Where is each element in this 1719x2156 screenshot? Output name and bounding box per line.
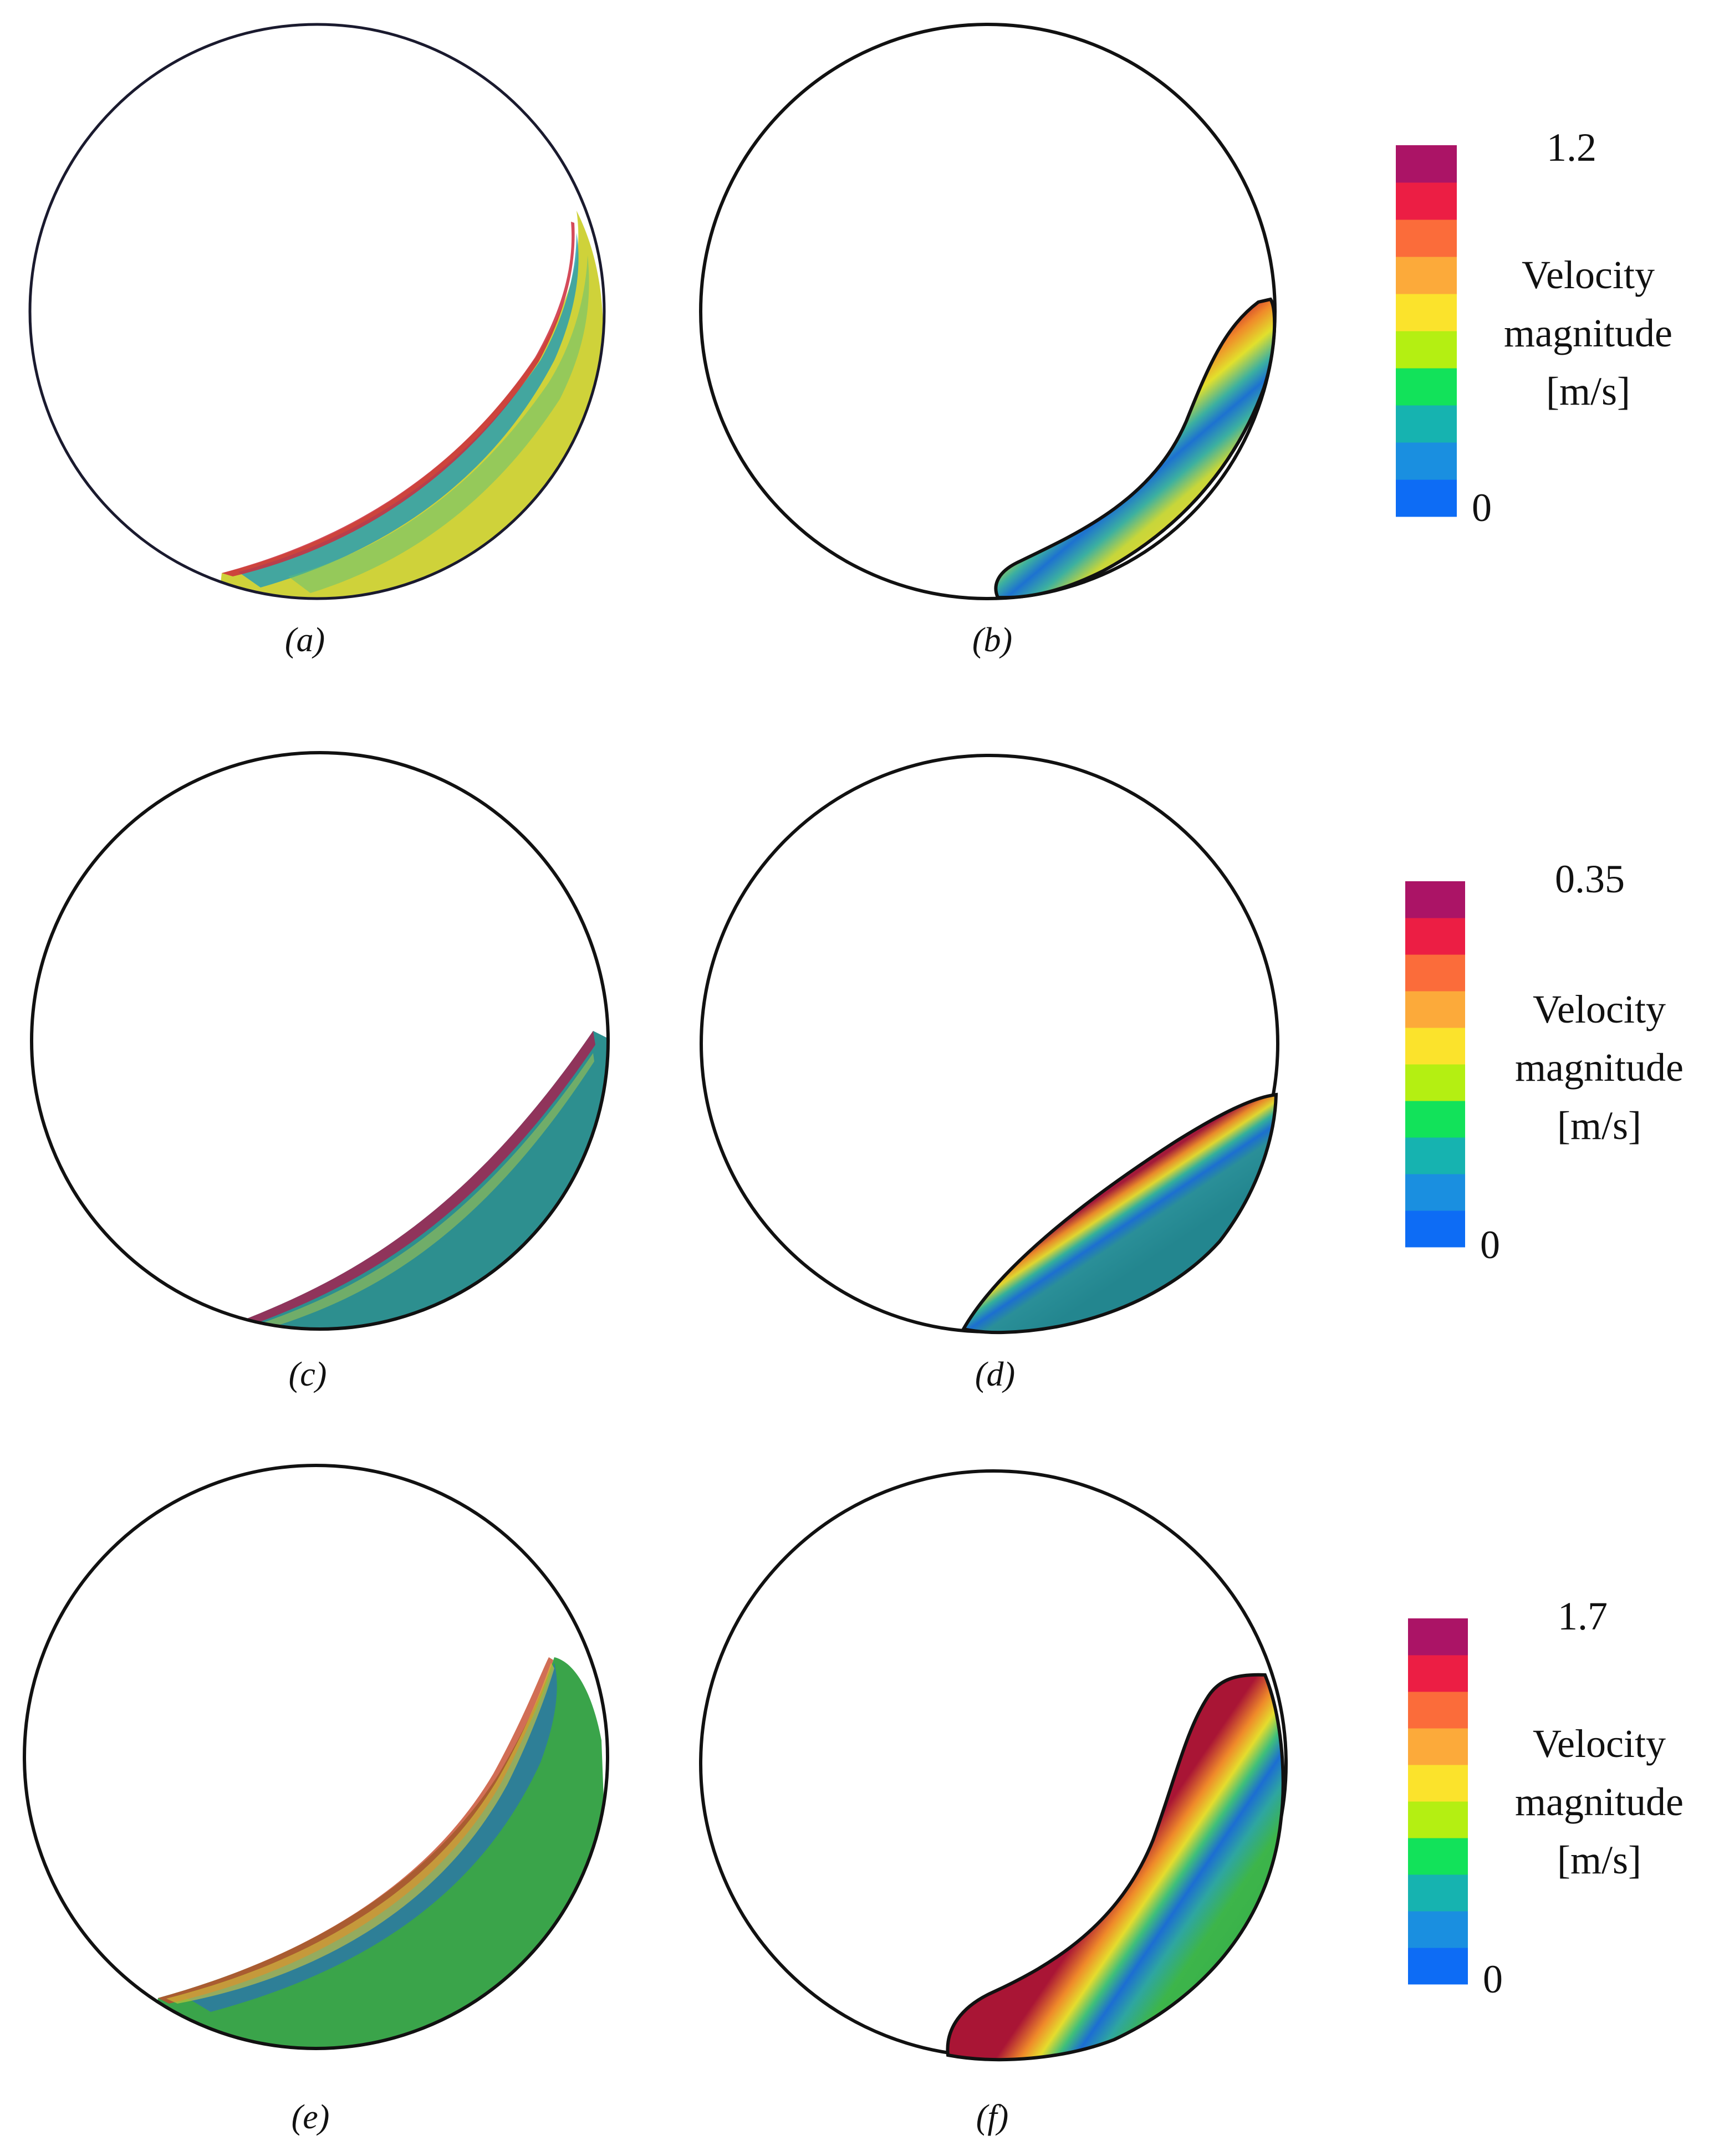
colorbar-2-swatch-9 — [1405, 918, 1465, 955]
particle-layer-blue-a — [238, 233, 579, 587]
continuum-band-f — [946, 1673, 1285, 2062]
colorbar-1-swatch-9 — [1396, 182, 1457, 220]
panel-d: (d) — [700, 754, 1279, 1393]
caption-a: (a) — [285, 621, 325, 659]
colorbar-1-title-line-1: Velocity — [1522, 253, 1655, 297]
particle-layer-blue-e — [183, 1663, 557, 2012]
particle-layer-yellow-e — [166, 1663, 554, 2004]
caption-e: (e) — [292, 2098, 330, 2136]
drum-outline-c — [30, 751, 610, 1331]
caption-b: (b) — [972, 621, 1012, 659]
drum-outline-b — [699, 23, 1277, 600]
colorbar-1-title-line-3: [m/s] — [1546, 369, 1630, 413]
colorbar-3-title-line-2: magnitude — [1515, 1780, 1684, 1824]
colorbar-2-swatches — [1405, 881, 1465, 1248]
colorbar-3-max-label: 1.7 — [1558, 1594, 1608, 1638]
colorbar-1-title-line-2: magnitude — [1504, 311, 1672, 355]
colorbar-1-swatches — [1396, 145, 1457, 517]
colorbar-1-swatch-7 — [1396, 257, 1457, 294]
continuum-band-b — [994, 297, 1277, 600]
colorbar-3-swatch-9 — [1408, 1655, 1468, 1692]
particle-layer-green-a — [288, 255, 589, 593]
colorbar-2-swatch-1 — [1405, 1210, 1465, 1248]
colorbar-2-swatch-8 — [1405, 954, 1465, 992]
colorbar-3-swatch-4 — [1408, 1838, 1468, 1875]
colorbar-1-swatch-2 — [1396, 442, 1457, 480]
colorbar-1: 1.2 0 Velocity magnitude [m/s] — [1396, 125, 1672, 530]
colorbar-3-swatch-6 — [1408, 1765, 1468, 1802]
colorbar-3-swatch-10 — [1408, 1618, 1468, 1656]
continuum-band-d — [961, 1092, 1278, 1335]
colorbar-2-min-label: 0 — [1480, 1223, 1500, 1267]
drum-outline-e — [23, 1464, 609, 2050]
colorbar-3-swatch-2 — [1408, 1911, 1468, 1948]
colorbar-2-max-label: 0.35 — [1555, 857, 1625, 901]
particle-bed-a — [211, 211, 604, 599]
colorbar-1-swatch-6 — [1396, 294, 1457, 331]
colorbar-3-swatch-5 — [1408, 1801, 1468, 1838]
drum-outline-a — [28, 23, 606, 600]
colorbar-2-swatch-5 — [1405, 1064, 1465, 1101]
panel-c: (c) — [30, 751, 610, 1393]
colorbar-1-swatch-8 — [1396, 219, 1457, 257]
caption-d: (d) — [975, 1356, 1015, 1393]
colorbar-3-title-line-1: Velocity — [1533, 1721, 1666, 1766]
colorbar-2-title-line-2: magnitude — [1515, 1045, 1684, 1090]
colorbar-1-max-label: 1.2 — [1547, 125, 1596, 170]
colorbar-1-swatch-1 — [1396, 479, 1457, 517]
colorbar-2-title-line-1: Velocity — [1533, 987, 1666, 1031]
colorbar-2: 0.35 0 Velocity magnitude [m/s] — [1405, 857, 1684, 1267]
colorbar-3-swatch-1 — [1408, 1948, 1468, 1985]
colorbar-2-swatch-6 — [1405, 1028, 1465, 1065]
colorbar-2-swatch-2 — [1405, 1174, 1465, 1211]
colorbar-1-swatch-5 — [1396, 331, 1457, 369]
colorbar-1-min-label: 0 — [1472, 486, 1492, 530]
panel-b: (b) — [699, 23, 1277, 659]
colorbar-3-title-line-3: [m/s] — [1557, 1838, 1641, 1882]
colorbar-2-title-line-3: [m/s] — [1557, 1103, 1641, 1148]
colorbar-2-swatch-4 — [1405, 1101, 1465, 1138]
colorbar-3-min-label: 0 — [1483, 1957, 1503, 2001]
panel-f: (f) — [699, 1469, 1288, 2136]
caption-f: (f) — [976, 2098, 1009, 2136]
colorbar-1-swatch-10 — [1396, 145, 1457, 183]
colorbar-3: 1.7 0 Velocity magnitude [m/s] — [1408, 1594, 1684, 2001]
colorbar-2-swatch-7 — [1405, 991, 1465, 1028]
panel-e: (e) — [23, 1464, 609, 2136]
colorbar-3-swatch-8 — [1408, 1692, 1468, 1729]
panel-a: (a) — [28, 23, 606, 659]
caption-c: (c) — [289, 1356, 327, 1393]
colorbar-2-swatch-3 — [1405, 1137, 1465, 1174]
colorbar-2-swatch-10 — [1405, 881, 1465, 918]
colorbar-1-swatch-3 — [1396, 405, 1457, 443]
colorbar-3-swatch-7 — [1408, 1728, 1468, 1765]
particle-layer-red-a — [222, 222, 575, 576]
colorbar-1-swatch-4 — [1396, 368, 1457, 406]
colorbar-3-swatches — [1408, 1618, 1468, 1985]
colorbar-3-swatch-3 — [1408, 1874, 1468, 1912]
